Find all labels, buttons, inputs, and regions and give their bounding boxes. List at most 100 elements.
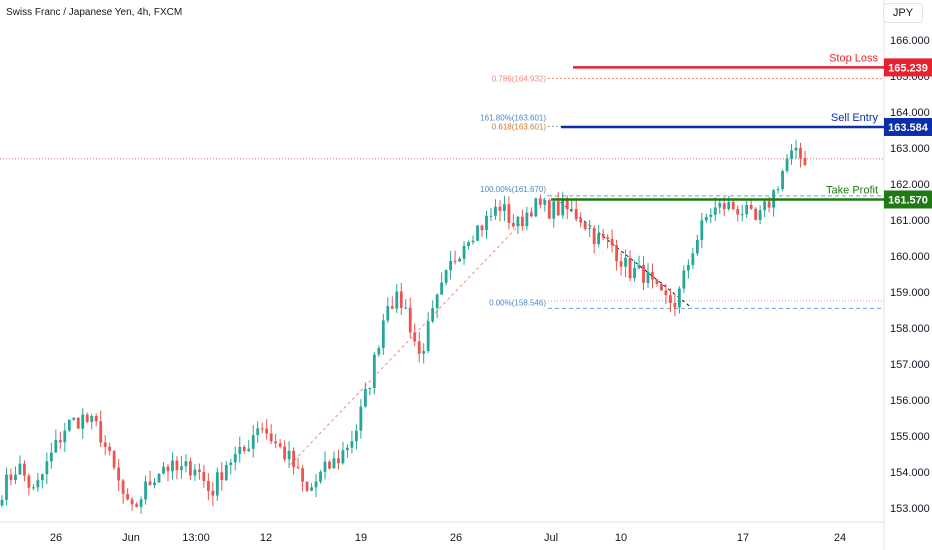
candle [305, 481, 309, 493]
currency-button[interactable]: JPY [883, 3, 923, 23]
candle [251, 425, 255, 458]
price-tick-label: 155.000 [890, 431, 930, 443]
level-price-tag [884, 190, 932, 209]
candle [799, 142, 802, 168]
candle [341, 441, 345, 465]
price-tick-label: 164.000 [890, 107, 930, 119]
candle [552, 201, 556, 228]
price-axis-labels: 166.000165.000164.000163.000162.000161.0… [890, 35, 930, 515]
candle [435, 293, 439, 319]
candle [444, 269, 448, 286]
candle [121, 478, 125, 504]
candle [328, 459, 331, 470]
candle [664, 284, 668, 304]
candle [332, 451, 336, 469]
candle [534, 197, 538, 218]
candle [785, 153, 789, 174]
candle [628, 250, 632, 282]
candle [193, 464, 197, 481]
candle [23, 460, 26, 482]
price-tick-label: 163.000 [890, 143, 930, 155]
candle [67, 419, 71, 433]
time-tick-label: 26 [450, 532, 462, 544]
candle [14, 466, 17, 485]
candle [18, 455, 22, 475]
candle [247, 440, 251, 453]
candle [660, 281, 663, 291]
candle [610, 229, 614, 253]
candle [431, 300, 435, 324]
candle [655, 279, 659, 287]
candle [790, 143, 793, 165]
candle [197, 463, 201, 480]
candle [476, 224, 479, 242]
candle [202, 464, 206, 488]
candle [727, 195, 731, 211]
candle [485, 210, 488, 239]
candle [260, 422, 264, 434]
candle [139, 496, 143, 514]
candle [162, 462, 165, 475]
candle [76, 416, 80, 429]
candle [269, 424, 273, 445]
candle [265, 419, 269, 440]
candle [547, 198, 551, 220]
level-price-tag [884, 117, 932, 136]
candle [520, 209, 524, 231]
candle [283, 440, 287, 462]
candle [363, 382, 367, 408]
candle [72, 417, 76, 421]
price-tick-label: 159.000 [890, 287, 930, 299]
candle [238, 436, 242, 463]
candle [745, 200, 749, 218]
candle [224, 461, 228, 482]
candle [85, 412, 89, 424]
candle [171, 452, 174, 480]
candle [718, 199, 722, 214]
candle [794, 139, 798, 159]
candle [404, 299, 408, 309]
price-tick-label: 161.000 [890, 215, 930, 227]
candle [480, 224, 484, 237]
candle [81, 408, 85, 439]
level-price-text: 165.239 [888, 62, 928, 74]
candle [606, 234, 610, 249]
candlestick-series [0, 139, 807, 514]
candle [615, 239, 618, 271]
candle [646, 263, 650, 289]
candle [691, 247, 695, 270]
price-tick-label: 160.000 [890, 251, 930, 263]
candle [669, 288, 672, 313]
candle [256, 421, 260, 443]
candle [94, 413, 98, 427]
candle [242, 444, 246, 454]
candle [426, 312, 430, 354]
candle [704, 213, 708, 224]
fib-annotation: 161.80%(163.601) [480, 113, 546, 122]
candle [211, 481, 215, 507]
level-name: Sell Entry [831, 112, 879, 124]
candle [561, 191, 565, 219]
candle [512, 214, 515, 229]
candle [323, 451, 327, 480]
price-tick-label: 166.000 [890, 35, 930, 47]
candle [148, 470, 152, 486]
candle [301, 464, 304, 492]
candle [287, 441, 291, 469]
candle [40, 473, 44, 489]
candle [215, 467, 219, 501]
candle [153, 478, 156, 489]
candle [157, 473, 161, 483]
candle [45, 452, 49, 485]
candle [637, 255, 641, 270]
candle [9, 468, 13, 486]
candle [49, 442, 53, 469]
candle [579, 212, 583, 228]
candle [58, 431, 62, 449]
candle [467, 240, 470, 250]
candle [0, 495, 4, 508]
candle [220, 461, 224, 491]
candle [583, 222, 587, 231]
fib-trend-line [289, 194, 549, 466]
